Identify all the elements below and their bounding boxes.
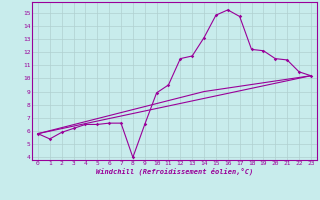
X-axis label: Windchill (Refroidissement éolien,°C): Windchill (Refroidissement éolien,°C)	[96, 168, 253, 175]
